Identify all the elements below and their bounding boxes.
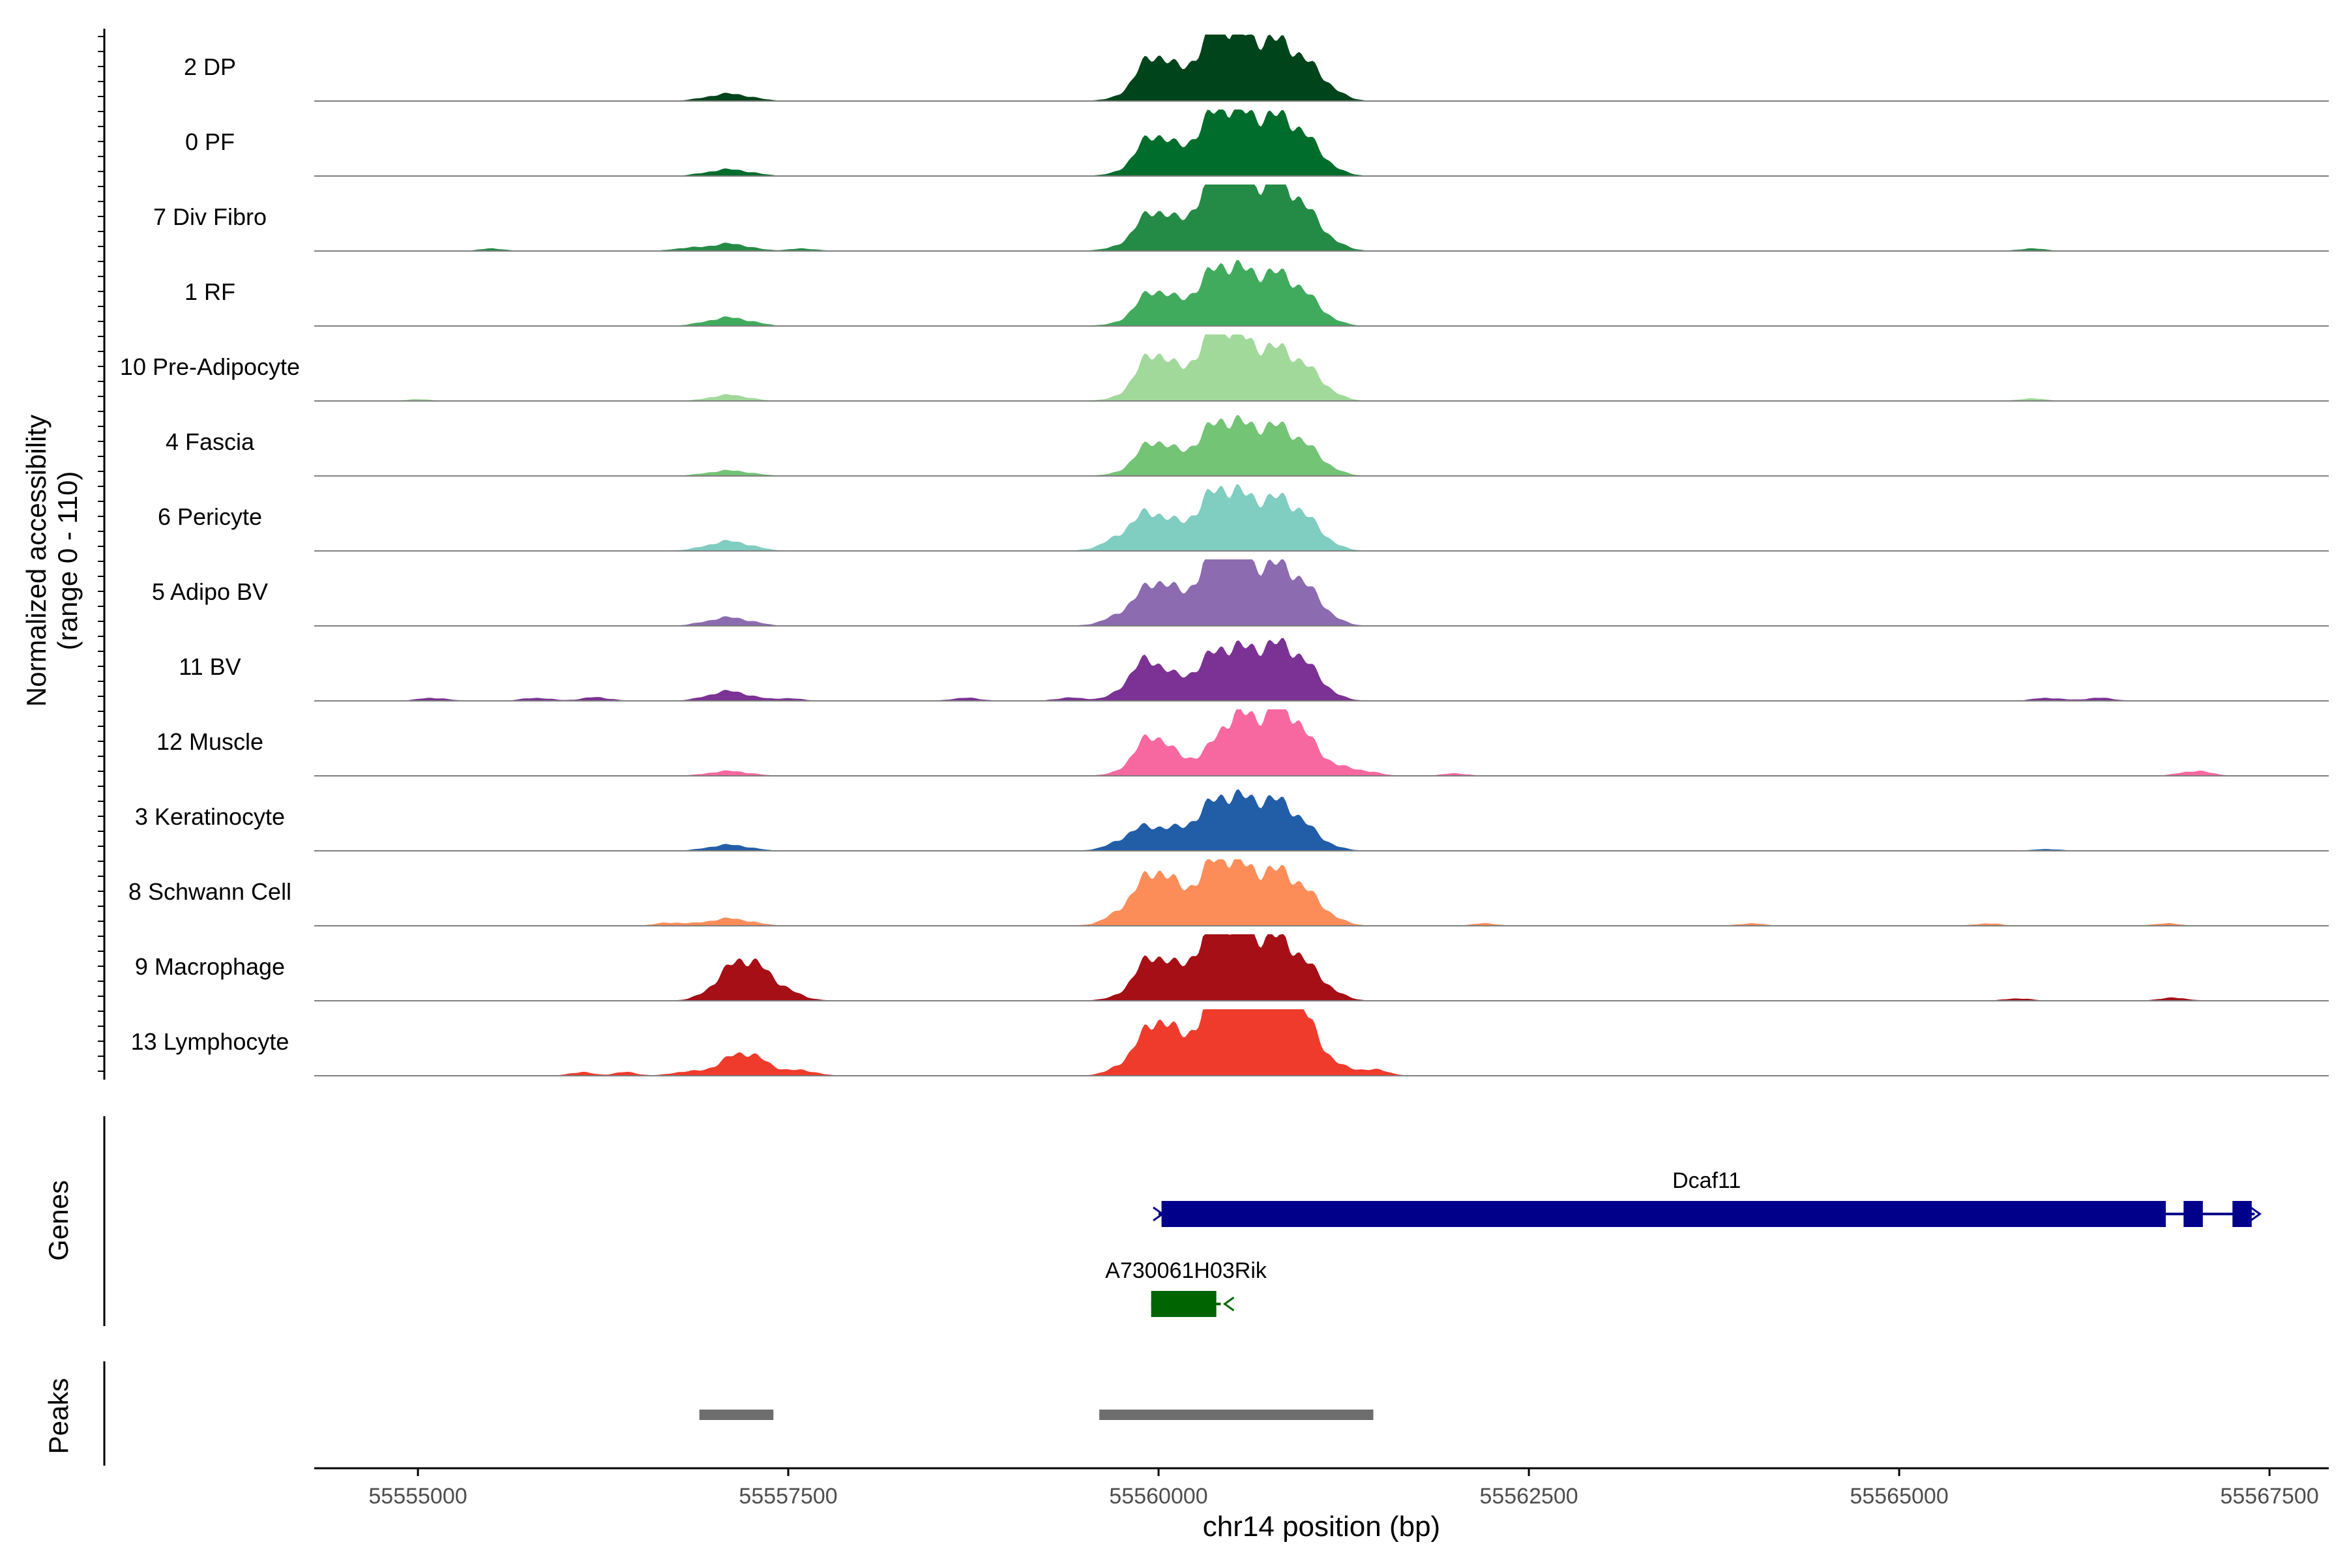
track-3: 7 Div Fibro <box>153 185 2329 252</box>
x-tick-label: 55565000 <box>1850 1484 1948 1509</box>
track-7: 6 Pericyte <box>158 484 2329 552</box>
track-10: 12 Muscle <box>156 709 2329 777</box>
track-11: 3 Keratinocyte <box>135 789 2329 851</box>
gene-label: A730061H03Rik <box>1105 1258 1267 1283</box>
coverage-area <box>314 35 2329 101</box>
track-label: 5 Adipo BV <box>152 578 268 605</box>
track-label: 13 Lymphocyte <box>131 1028 289 1055</box>
track-8: 5 Adipo BV <box>152 559 2329 627</box>
y-axis-range-label: (range 0 - 110) <box>52 471 83 651</box>
peak-region <box>699 1410 774 1420</box>
x-tick-label: 55567500 <box>2220 1484 2318 1509</box>
x-axis-label: chr14 position (bp) <box>1203 1511 1440 1543</box>
gene-exon <box>2183 1201 2203 1227</box>
strand-arrow <box>1153 1206 1164 1222</box>
coverage-area <box>314 638 2329 701</box>
track-label: 12 Muscle <box>156 728 263 755</box>
coverage-area <box>314 484 2329 551</box>
track-12: 8 Schwann Cell <box>128 859 2329 926</box>
gene-exon <box>1161 1201 2166 1227</box>
y-axis-label: Normalized accessibility <box>21 415 52 707</box>
track-label: 2 DP <box>184 53 236 80</box>
coverage-area <box>314 559 2329 626</box>
track-label: 4 Fascia <box>166 428 255 455</box>
track-9: 11 BV <box>179 638 2329 702</box>
peaks-track-label: Peaks <box>43 1378 74 1455</box>
coverage-area <box>314 334 2329 401</box>
gene-track: Dcaf11 A730061H03Rik <box>103 1116 2262 1326</box>
track-label: 0 PF <box>185 128 235 155</box>
genes-track-label: Genes <box>43 1180 74 1261</box>
track-label: 7 Div Fibro <box>153 203 267 230</box>
coverage-area <box>314 934 2329 1001</box>
track-y-axis <box>98 29 106 1080</box>
track-label: 10 Pre-Adipocyte <box>120 353 300 380</box>
coverage-area <box>314 415 2329 476</box>
x-axis: 55555000 55557500 55560000 55562500 55565000… <box>314 1467 2329 1509</box>
x-tick-label: 55557500 <box>739 1484 837 1509</box>
x-tick-label: 55555000 <box>368 1484 467 1509</box>
track-label: 11 BV <box>179 653 241 680</box>
coverage-area <box>314 110 2329 176</box>
gene-A730061H03Rik: A730061H03Rik <box>1105 1258 1267 1317</box>
track-5: 10 Pre-Adipocyte <box>120 334 2329 402</box>
gene-exon <box>2232 1201 2252 1227</box>
gene-exon <box>1151 1291 1217 1317</box>
coverage-area <box>314 859 2329 926</box>
track-6: 4 Fascia <box>166 415 2329 477</box>
track-label: 9 Macrophage <box>135 953 285 980</box>
track-label: 1 RF <box>185 278 235 305</box>
track-13: 9 Macrophage <box>135 934 2329 1001</box>
coverage-tracks: 2 DP 0 PF 7 Div Fibro 1 RF 10 Pre-Adipocyte 4… <box>120 35 2329 1076</box>
coverage-area <box>314 259 2329 326</box>
coverage-area <box>314 185 2329 251</box>
strand-arrow <box>2250 1206 2262 1222</box>
coverage-area <box>314 709 2329 776</box>
track-label: 3 Keratinocyte <box>135 803 285 830</box>
gene-label: Dcaf11 <box>1672 1168 1741 1193</box>
peaks-track <box>103 1361 1374 1466</box>
track-4: 1 RF <box>185 259 2329 327</box>
track-14: 13 Lymphocyte <box>131 1009 2329 1076</box>
strand-arrow <box>1222 1296 1235 1312</box>
coverage-area <box>314 1009 2329 1076</box>
peak-region <box>1099 1410 1374 1420</box>
x-tick-label: 55560000 <box>1109 1484 1207 1509</box>
track-label: 6 Pericyte <box>158 503 262 530</box>
track-2: 0 PF <box>185 110 2329 177</box>
x-tick-label: 55562500 <box>1479 1484 1578 1509</box>
gene-Dcaf11: Dcaf11 <box>1153 1168 2262 1227</box>
track-1: 2 DP <box>184 35 2329 102</box>
coverage-area <box>314 789 2329 851</box>
track-label: 8 Schwann Cell <box>128 878 291 905</box>
